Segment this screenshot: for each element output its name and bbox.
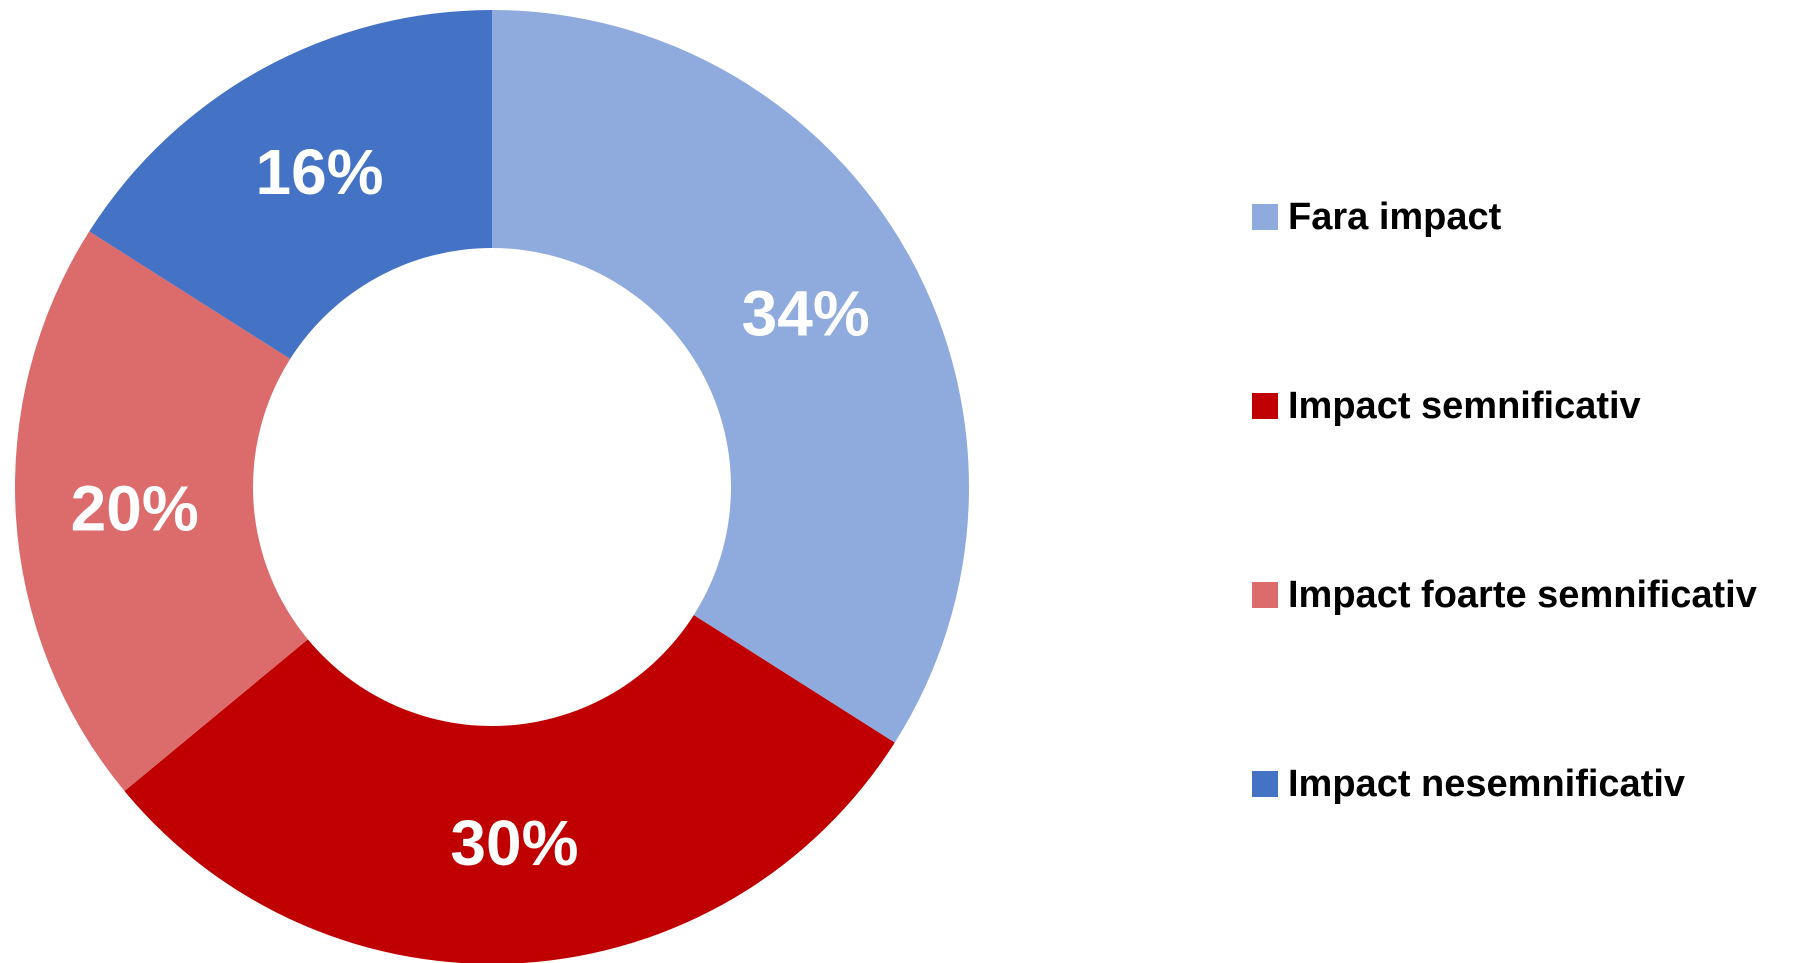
value-label: 16% (255, 136, 383, 208)
slice (89, 10, 492, 359)
legend-swatch (1252, 771, 1278, 797)
slice (15, 231, 308, 792)
slice (124, 615, 895, 963)
value-label: 20% (71, 472, 199, 544)
legend-swatch (1252, 582, 1278, 608)
legend-swatch (1252, 204, 1278, 230)
legend-swatch (1252, 393, 1278, 419)
legend-label: Impact foarte semnificativ (1288, 574, 1757, 616)
slice (492, 10, 969, 743)
legend-label: Fara impact (1288, 196, 1502, 238)
legend-label: Impact semnificativ (1288, 385, 1641, 427)
value-label: 30% (450, 807, 578, 879)
value-label: 34% (742, 277, 870, 349)
legend-label: Impact nesemnificativ (1288, 763, 1685, 805)
